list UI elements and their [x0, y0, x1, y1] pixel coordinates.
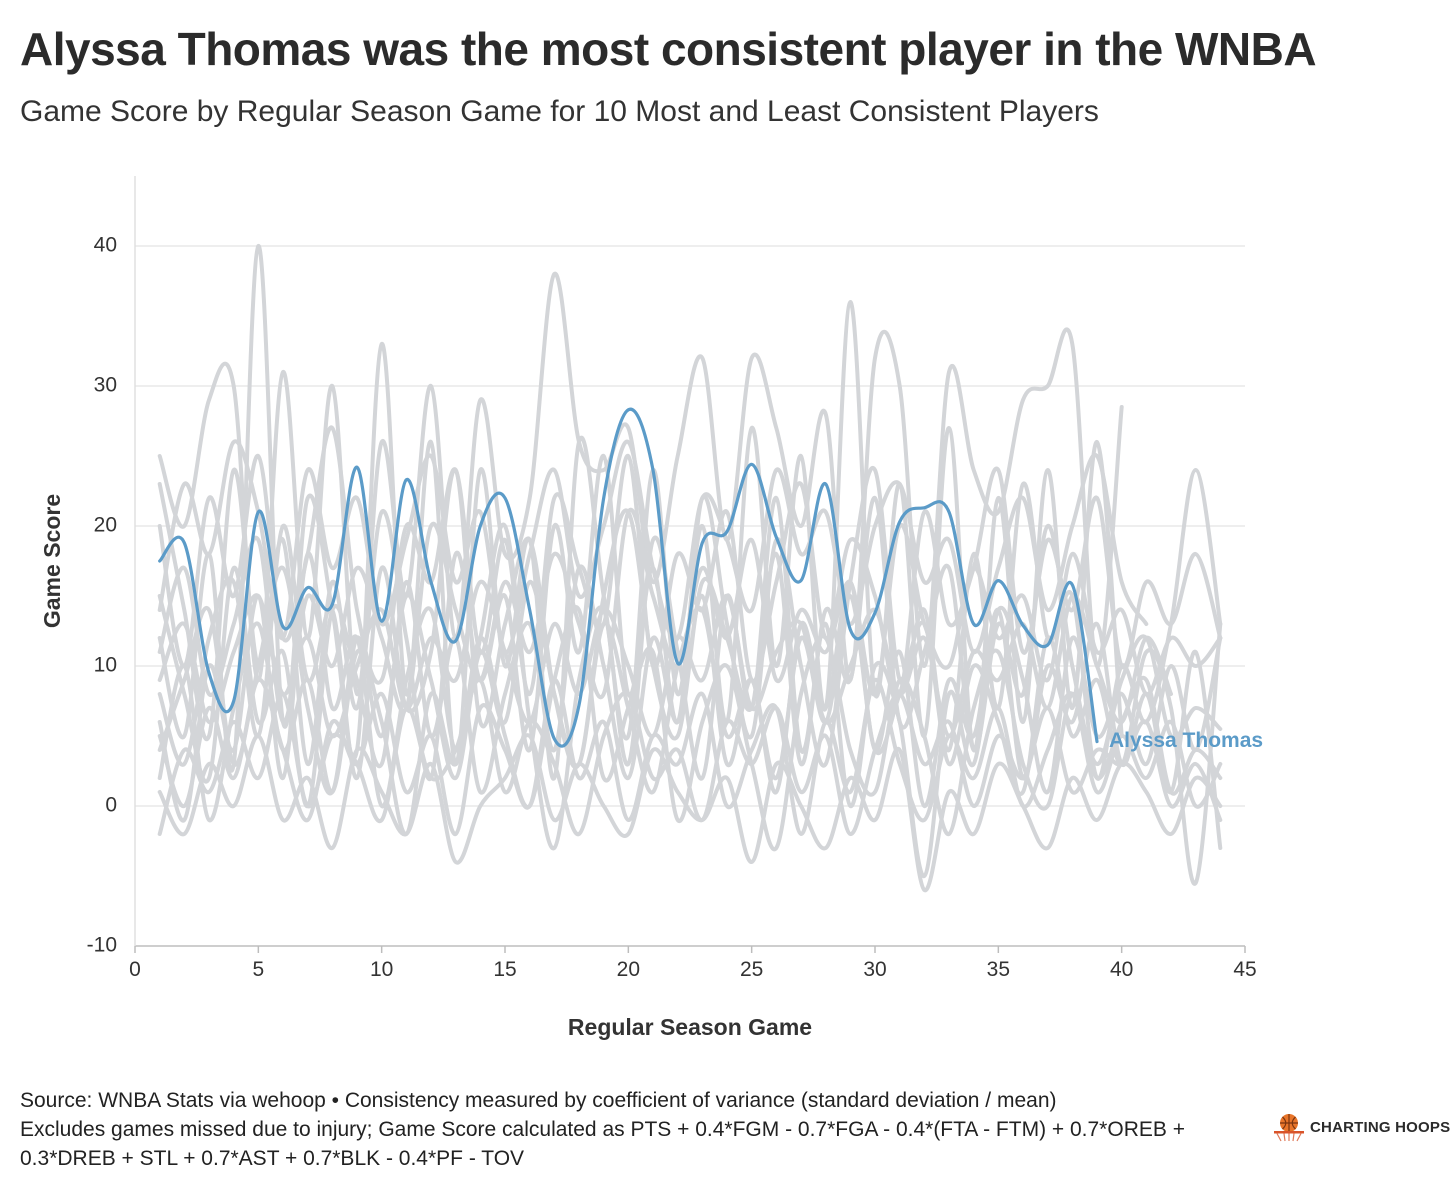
x-axis-label: Regular Season Game	[568, 1014, 812, 1040]
caption-line-3: 0.3*DREB + STL + 0.7*AST + 0.7*BLK - 0.4…	[20, 1147, 525, 1170]
gridlines	[135, 245, 1245, 807]
y-tick-label: 40	[94, 234, 117, 257]
series-line-player-i	[157, 507, 1223, 725]
chart-title: Alyssa Thomas was the most consistent pl…	[20, 23, 1317, 75]
series-line-player-m	[157, 579, 1173, 739]
brand-logo: CHARTING HOOPS	[1272, 1112, 1450, 1142]
background-series	[157, 243, 1223, 893]
series-line-player-e	[157, 453, 1223, 782]
x-tick-label: 20	[617, 958, 640, 981]
brand-logo-text: CHARTING HOOPS	[1310, 1118, 1451, 1136]
x-tick-label: 45	[1233, 958, 1256, 981]
x-tick-label: 0	[129, 958, 141, 981]
y-tick-label: 10	[94, 654, 117, 677]
series-line-player-g	[157, 467, 1223, 781]
series-line-player-k	[157, 439, 1149, 655]
y-tick-labels: -10 0 10 20 30 40	[87, 234, 117, 957]
series-line-alyssa-thomas	[158, 407, 1099, 748]
series-line-player-c	[157, 495, 1223, 879]
highlight-series-label: Alyssa Thomas	[1109, 729, 1263, 752]
chart-caption: Source: WNBA Stats via wehoop • Consiste…	[20, 1086, 1185, 1173]
series-line-player-l	[157, 733, 1223, 893]
caption-line-1: Source: WNBA Stats via wehoop • Consiste…	[20, 1089, 1057, 1112]
y-axis-label: Game Score	[39, 494, 65, 628]
x-tick-label: 5	[252, 958, 264, 981]
x-tick-label: 40	[1110, 958, 1133, 981]
x-tick-label: 15	[493, 958, 516, 981]
y-tick-label: 0	[105, 794, 117, 817]
x-tick-label: 10	[370, 958, 393, 981]
x-tick-label: 35	[987, 958, 1010, 981]
chart-subtitle: Game Score by Regular Season Game for 10…	[20, 95, 1099, 128]
line-chart: 0 5 10 15 20 25 30 35 40 45 -10 0 10 20 30 40 Alyssa T…	[39, 176, 1263, 1040]
basketball-hoop-icon	[1274, 1114, 1304, 1142]
caption-line-2: Excludes games missed due to injury; Gam…	[20, 1118, 1185, 1141]
series-line-player-h	[157, 677, 1223, 837]
x-tick-labels: 0 5 10 15 20 25 30 35 40 45	[129, 946, 1257, 981]
highlight-series	[158, 407, 1099, 748]
series-line-player-o	[157, 677, 1223, 837]
y-tick-label: 30	[94, 374, 117, 397]
series-line-player-j	[157, 565, 1223, 886]
y-tick-label: 20	[94, 514, 117, 537]
x-tick-label: 25	[740, 958, 763, 981]
y-tick-label: -10	[87, 934, 117, 957]
x-tick-label: 30	[863, 958, 886, 981]
